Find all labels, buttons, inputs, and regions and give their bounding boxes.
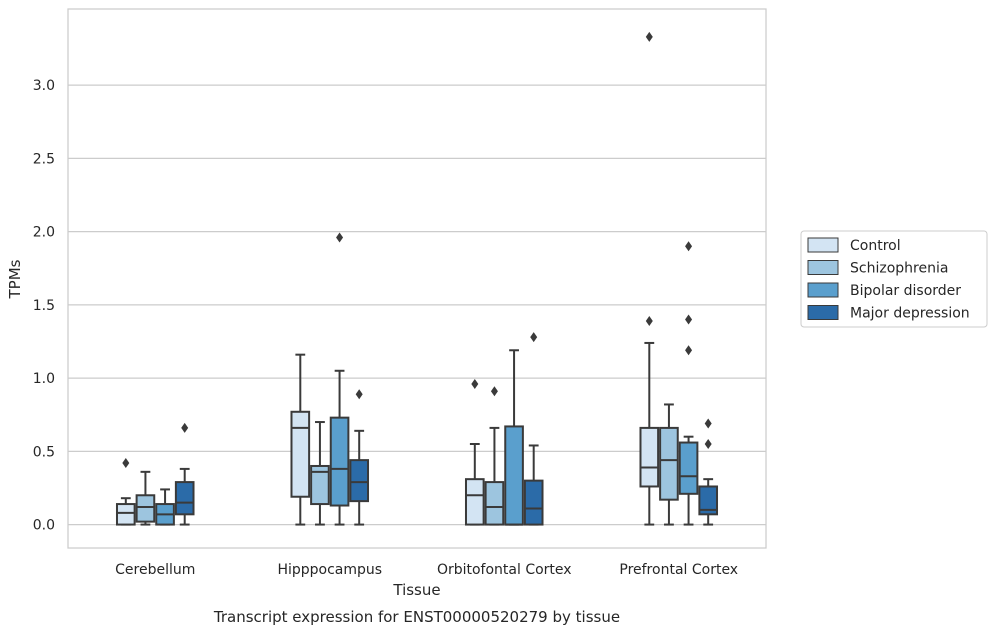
box-body [659, 426, 679, 501]
legend-label: Schizophrenia [850, 261, 948, 277]
box-body [678, 441, 699, 495]
outlier-marker [704, 439, 712, 450]
y-tick-label: 0.5 [33, 444, 55, 460]
x-tick-label: Prefrontal Cortex [619, 562, 738, 578]
x-tick-label: Orbitofontal Cortex [437, 562, 572, 578]
outlier-marker [471, 378, 479, 389]
legend-swatch [807, 260, 839, 275]
x-tick-label: Cerebellum [115, 562, 195, 578]
box-body [310, 464, 330, 506]
box-0-2 [155, 488, 175, 526]
outlier-marker [530, 332, 538, 343]
y-tick-label: 1.5 [33, 298, 55, 314]
outlier-marker [122, 458, 130, 469]
y-tick-label: 3.0 [33, 78, 55, 94]
box-0-0 [115, 458, 136, 526]
box-3-1 [659, 403, 679, 526]
box-2-0 [464, 378, 485, 526]
y-tick-label: 2.5 [33, 151, 55, 167]
x-tick-label: Hipppocampus [277, 562, 382, 578]
legend: Control Schizophrenia Bipolar disorder Majo… [800, 230, 988, 328]
box-2-2 [504, 349, 524, 526]
outlier-marker [355, 389, 363, 400]
box-body [174, 481, 195, 516]
legend-swatch [807, 305, 839, 320]
plot-frame [67, 8, 767, 549]
box-body [523, 479, 544, 526]
box-1-0 [290, 353, 311, 526]
legend-label: Control [850, 238, 901, 254]
box-1-1 [310, 421, 330, 526]
legend-label: Major depression [850, 306, 970, 322]
legend-swatch [807, 237, 839, 253]
outlier-marker [645, 315, 653, 326]
outlier-marker [685, 345, 693, 356]
y-gridlines [68, 84, 766, 526]
box-2-1 [484, 386, 505, 526]
box-plot-area [115, 31, 719, 526]
y-tick-label: 2.0 [33, 225, 55, 241]
box-body [290, 410, 311, 498]
box-body [464, 478, 485, 526]
box-body [135, 494, 156, 523]
y-tick-labels: 0.0 0.5 1.0 1.5 2.0 2.5 3.0 [33, 78, 55, 533]
box-0-3 [174, 422, 195, 526]
outlier-marker [490, 386, 498, 397]
box-body [504, 425, 524, 526]
legend-frame [800, 230, 988, 328]
outlier-marker [336, 232, 344, 243]
legend-swatch [807, 282, 839, 298]
box-body [329, 416, 350, 507]
box-0-1 [135, 470, 156, 526]
box-body [349, 459, 370, 503]
y-axis-title: TPMs [6, 259, 24, 299]
box-2-3 [523, 332, 544, 526]
outlier-marker [181, 422, 189, 433]
box-1-2 [329, 232, 350, 526]
outlier-marker [685, 241, 693, 252]
box-body [698, 485, 719, 516]
outlier-marker [645, 31, 653, 42]
box-body [115, 503, 136, 526]
box-body [484, 481, 505, 526]
box-3-3 [698, 418, 719, 526]
outlier-marker [704, 418, 712, 429]
y-tick-label: 1.0 [33, 371, 55, 387]
box-1-3 [349, 389, 370, 526]
box-3-0 [639, 31, 660, 526]
y-tick-label: 0.0 [33, 518, 55, 534]
outlier-marker [685, 314, 693, 325]
legend-label: Bipolar disorder [850, 283, 961, 299]
x-tick-labels: Cerebellum Hipppocampus Orbitofontal Corte… [115, 562, 738, 578]
x-axis-title: Tissue [392, 581, 440, 599]
chart-caption: Transcript expression for ENST0000052027… [213, 608, 620, 626]
box-3-2 [678, 241, 699, 526]
box-body [639, 426, 660, 488]
